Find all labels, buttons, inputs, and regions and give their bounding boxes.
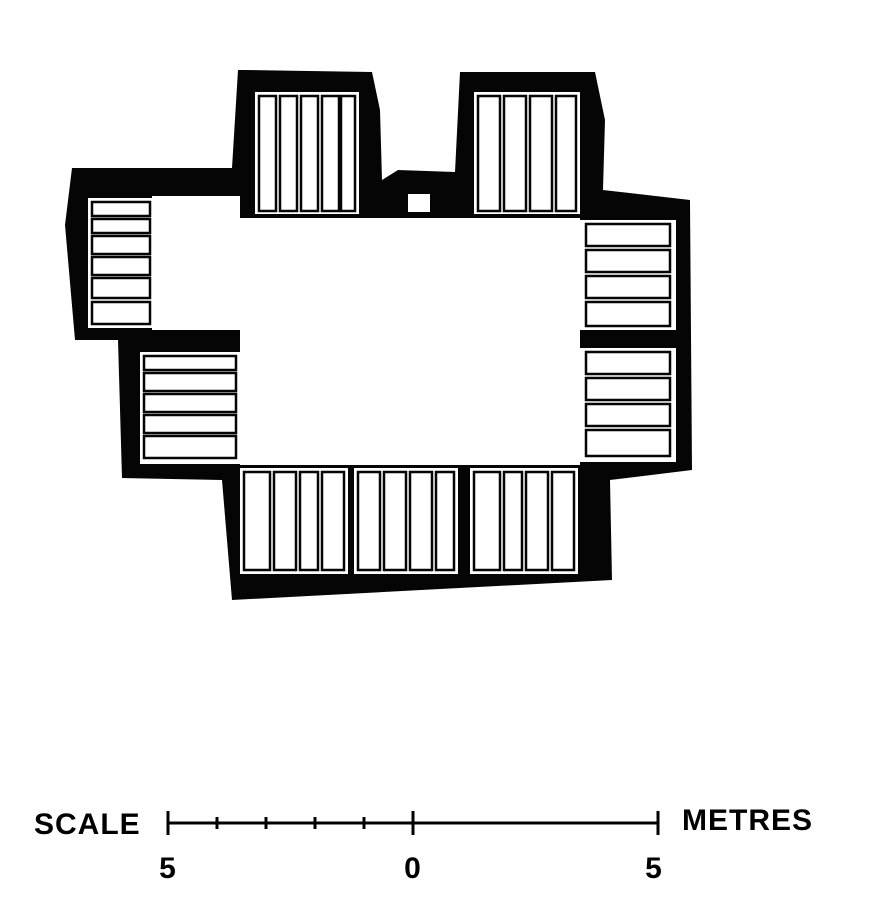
slab xyxy=(90,200,152,218)
slab xyxy=(142,354,238,372)
slab xyxy=(90,217,152,235)
slab xyxy=(434,470,456,572)
recess-top-left xyxy=(255,92,359,214)
slab xyxy=(339,94,357,213)
slab xyxy=(242,470,272,572)
slab xyxy=(320,470,346,572)
slab xyxy=(90,300,152,326)
slab xyxy=(584,274,672,300)
slab xyxy=(320,94,341,213)
slab xyxy=(528,94,554,213)
slab xyxy=(584,350,672,376)
slab xyxy=(142,434,238,460)
slab xyxy=(584,376,672,402)
slab xyxy=(90,234,152,256)
slab xyxy=(502,470,524,572)
slab xyxy=(584,222,672,248)
slab xyxy=(502,94,528,213)
slab xyxy=(584,428,672,458)
slab xyxy=(476,94,502,213)
recess-bottom-left xyxy=(240,468,348,574)
slab xyxy=(584,248,672,274)
scale-unit-label: METRES xyxy=(682,804,813,837)
recess-bottom-right xyxy=(470,468,578,574)
slab xyxy=(142,371,238,393)
recess-left-lower xyxy=(140,352,240,464)
slab xyxy=(584,300,672,328)
slab xyxy=(90,255,152,277)
slab xyxy=(550,470,576,572)
slab xyxy=(278,94,299,213)
recess-top-right xyxy=(474,92,580,214)
slab xyxy=(257,94,278,213)
slab xyxy=(299,94,320,213)
slab xyxy=(554,94,578,213)
scale-tick-label-left: 5 xyxy=(159,852,177,885)
slab xyxy=(142,413,238,435)
scale-bar: SCALE METRES 5 0 5 xyxy=(34,804,813,885)
slab xyxy=(382,470,408,572)
recess-left-upper xyxy=(88,198,154,328)
scale-tick-label-zero: 0 xyxy=(404,852,422,885)
slab xyxy=(142,392,238,414)
slab xyxy=(298,470,320,572)
slab xyxy=(90,276,152,300)
recess-right-upper xyxy=(580,220,676,330)
recess-bottom-middle xyxy=(354,468,458,574)
slab xyxy=(272,470,298,572)
slab xyxy=(524,470,550,572)
recess-right-lower xyxy=(580,348,676,462)
scale-tick-label-right: 5 xyxy=(645,852,663,885)
slab xyxy=(408,470,434,572)
slab xyxy=(472,470,502,572)
slab xyxy=(584,402,672,428)
central-chamber xyxy=(152,196,580,465)
slab xyxy=(356,470,382,572)
scale-label: SCALE xyxy=(34,808,141,841)
wall-niche xyxy=(408,194,430,212)
